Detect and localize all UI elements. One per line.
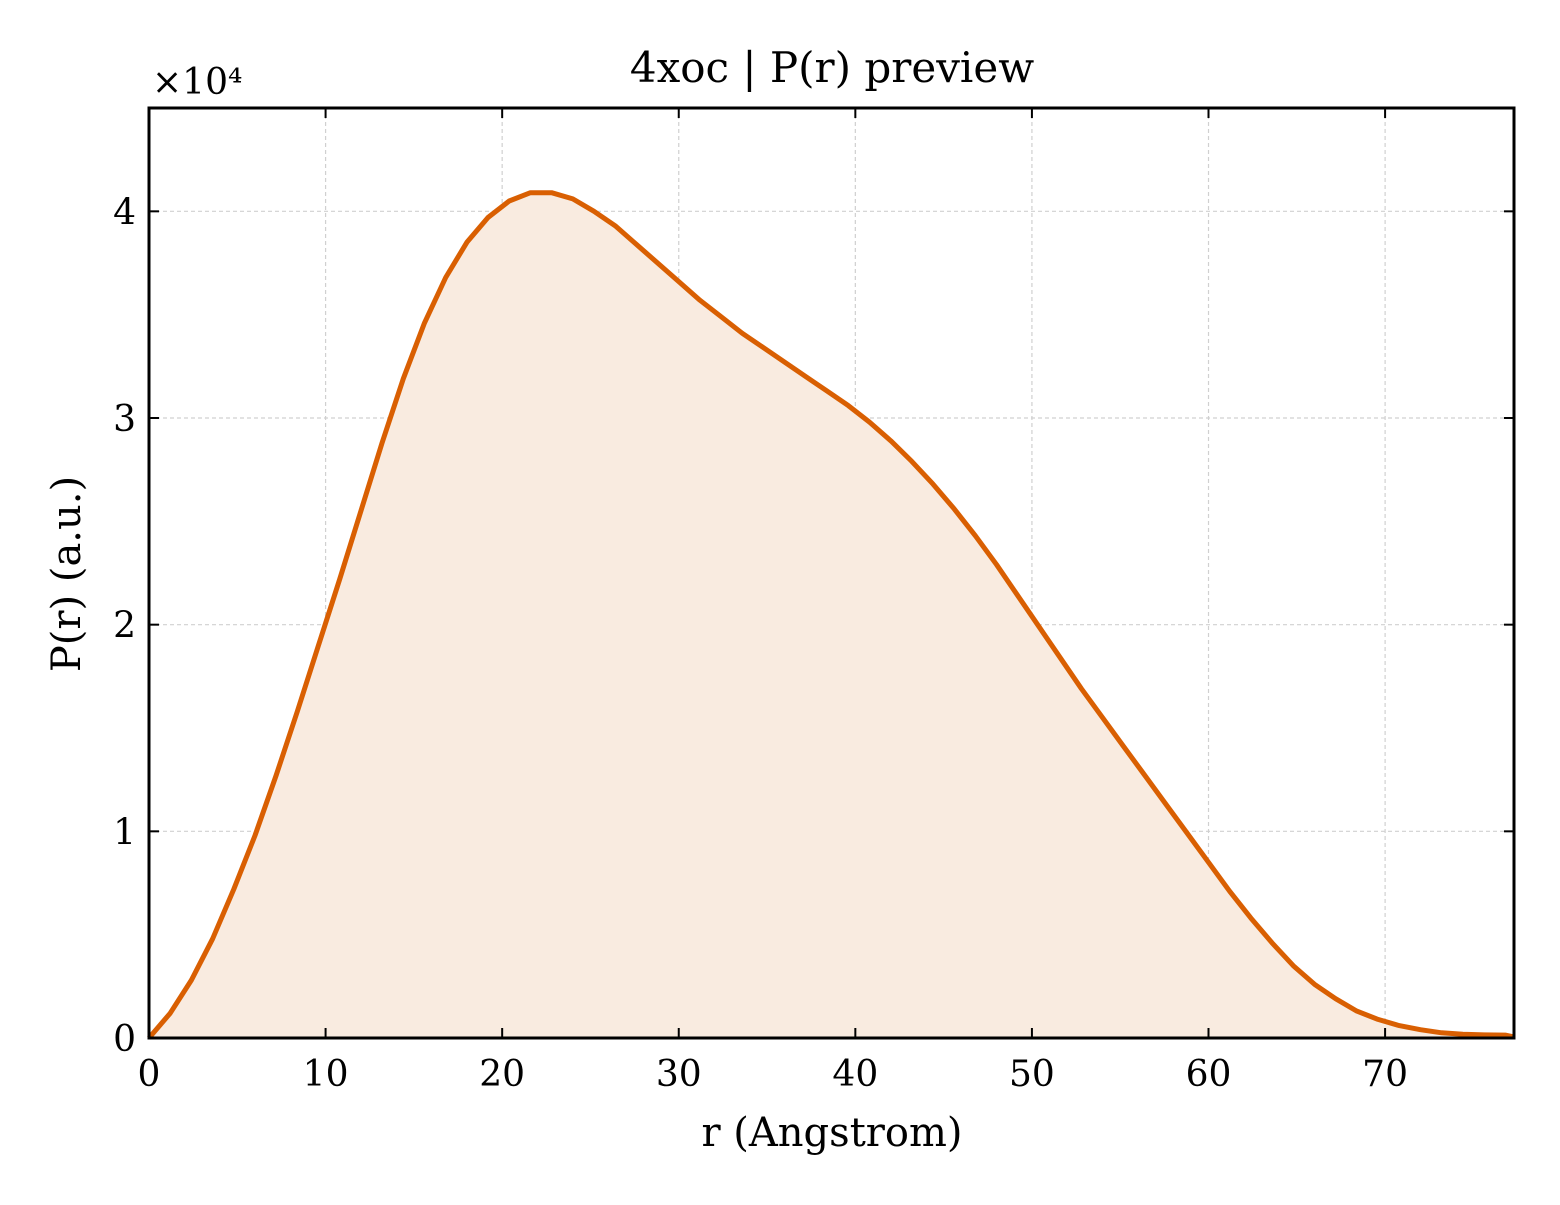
y-axis-multiplier: ×10⁴: [152, 62, 242, 103]
x-tick-label: 20: [479, 1054, 525, 1095]
y-tick-label: 4: [113, 192, 136, 233]
plot-frame: [147, 106, 1516, 1040]
series-line: [147, 190, 1515, 1040]
x-tick-label: 10: [303, 1054, 349, 1095]
y-tick-label: 3: [113, 399, 136, 440]
chart-title: 4xoc | P(r) preview: [630, 43, 1034, 92]
x-tick-label: 40: [832, 1054, 878, 1095]
y-tick-label: 0: [113, 1019, 136, 1060]
x-tick-label: 0: [138, 1054, 161, 1095]
area-fill: [149, 192, 1514, 1038]
y-tick-label: 1: [113, 812, 136, 853]
y-axis-label: P(r) (a.u.): [44, 476, 90, 672]
x-tick-label: 30: [656, 1054, 702, 1095]
x-tick-label: 60: [1186, 1054, 1232, 1095]
x-tick-label: 70: [1362, 1054, 1408, 1095]
x-axis-label: r (Angstrom): [701, 1110, 962, 1156]
tick-layer: 0 10 20 30 40 50 60 70 0 1 2 3 4: [113, 108, 1514, 1095]
y-tick-label: 2: [113, 606, 136, 647]
x-tick-label: 50: [1009, 1054, 1055, 1095]
